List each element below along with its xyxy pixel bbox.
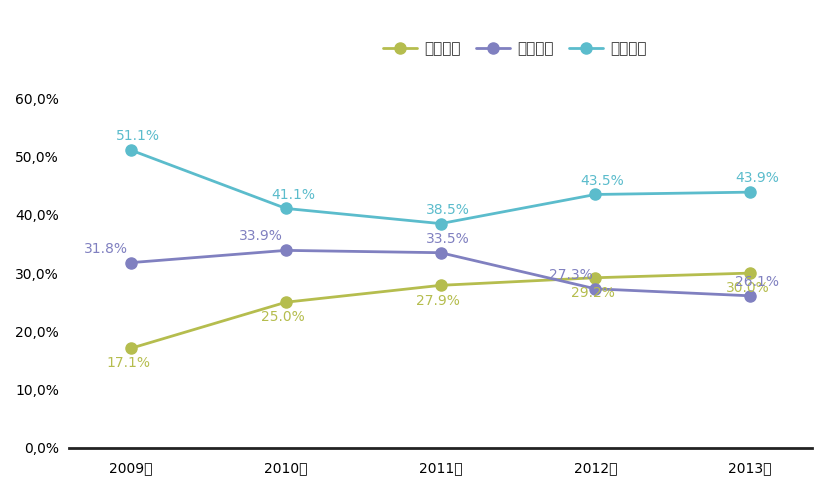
Text: 33.9%: 33.9% xyxy=(239,229,283,244)
개발연구 xyxy=(281,205,291,211)
개발연구 xyxy=(590,192,600,197)
개발연구 xyxy=(127,147,136,153)
기초연구 xyxy=(281,299,291,305)
Text: 33.5%: 33.5% xyxy=(426,232,470,246)
기초연구 xyxy=(590,275,600,281)
개발연구 xyxy=(745,189,755,195)
개발연구 xyxy=(436,220,446,226)
Text: 29.2%: 29.2% xyxy=(571,286,614,300)
Legend: 기초연구, 응용연구, 개발연구: 기초연구, 응용연구, 개발연구 xyxy=(383,41,647,56)
Text: 43.9%: 43.9% xyxy=(735,171,779,185)
기초연구 xyxy=(745,270,755,276)
Text: 26.1%: 26.1% xyxy=(735,275,779,289)
Text: 25.0%: 25.0% xyxy=(261,311,305,324)
응용연구 xyxy=(745,293,755,299)
기초연구 xyxy=(436,282,446,288)
Line: 응용연구: 응용연구 xyxy=(126,245,756,301)
Line: 기초연구: 기초연구 xyxy=(126,268,756,354)
Text: 27.3%: 27.3% xyxy=(548,268,592,282)
응용연구 xyxy=(127,260,136,266)
응용연구 xyxy=(281,247,291,253)
Text: 41.1%: 41.1% xyxy=(271,188,315,201)
Text: 38.5%: 38.5% xyxy=(426,203,470,217)
Text: 30.0%: 30.0% xyxy=(725,281,769,295)
Text: 51.1%: 51.1% xyxy=(116,129,160,143)
기초연구 xyxy=(127,345,136,351)
Text: 17.1%: 17.1% xyxy=(107,356,151,370)
Text: 27.9%: 27.9% xyxy=(416,294,460,308)
Text: 43.5%: 43.5% xyxy=(581,173,624,188)
응용연구 xyxy=(590,286,600,292)
Line: 개발연구: 개발연구 xyxy=(126,145,756,229)
Text: 31.8%: 31.8% xyxy=(84,242,128,256)
응용연구 xyxy=(436,250,446,256)
